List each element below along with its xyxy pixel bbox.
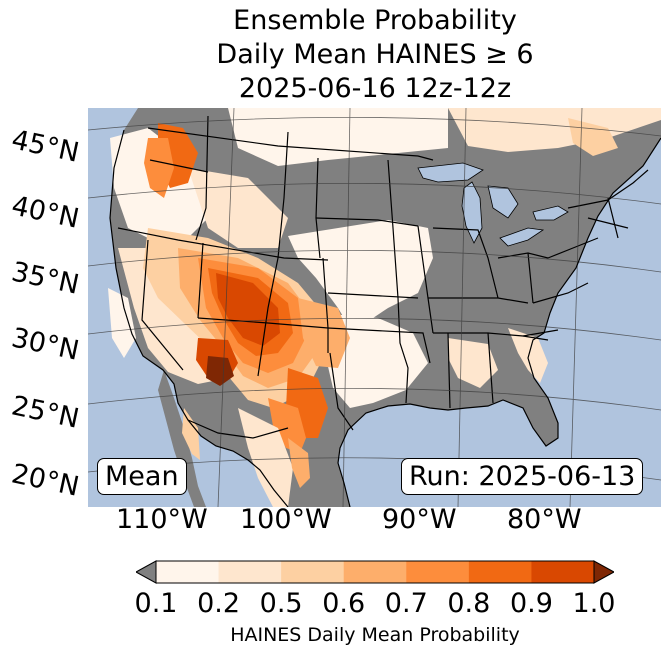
colorbar-bin bbox=[531, 561, 595, 583]
map-canvas bbox=[88, 108, 661, 507]
lat-label-25: 25°N bbox=[8, 390, 82, 435]
colorbar-bin bbox=[468, 561, 532, 583]
colorbar-bin bbox=[343, 561, 407, 583]
lat-label-20: 20°N bbox=[8, 458, 82, 503]
colorbar-bin bbox=[218, 561, 282, 583]
colorbar-tick-label: 0.2 bbox=[197, 588, 241, 619]
colorbar-over-arrow bbox=[593, 560, 614, 584]
colorbar-tick-label: 1.0 bbox=[572, 588, 616, 619]
colorbar-bin bbox=[156, 561, 220, 583]
colorbar-tick-label: 0.9 bbox=[509, 588, 553, 619]
title-line-1: Ensemble Probability bbox=[233, 5, 517, 36]
coastline bbox=[109, 129, 289, 507]
probability-map bbox=[88, 108, 661, 507]
colorbar-tick-label: 0.1 bbox=[134, 588, 178, 619]
colorbar-bin bbox=[406, 561, 470, 583]
lon-label-90: 90°W bbox=[382, 504, 457, 535]
colorbar-tick-label: 0.6 bbox=[322, 588, 366, 619]
colorbar-label: HAINES Daily Mean Probability bbox=[230, 624, 520, 646]
lat-label-30: 30°N bbox=[8, 322, 82, 367]
lat-label-45: 45°N bbox=[8, 124, 82, 169]
great-lakes bbox=[417, 162, 569, 247]
lat-label-35: 35°N bbox=[8, 256, 82, 301]
state-borders bbox=[117, 115, 649, 439]
lon-label-80: 80°W bbox=[507, 504, 582, 535]
colorbar-outline bbox=[155, 560, 595, 584]
lat-label-40: 40°N bbox=[8, 190, 82, 235]
colorbar-tick-label: 0.8 bbox=[447, 588, 491, 619]
colorbar-tick-label: 0.7 bbox=[384, 588, 428, 619]
mean-label: Mean bbox=[97, 458, 187, 495]
run-date-label: Run: 2025-06-13 bbox=[401, 458, 644, 495]
colorbar-bin bbox=[281, 561, 345, 583]
colorbar-under-arrow bbox=[136, 560, 157, 584]
colorbar bbox=[136, 560, 614, 584]
baja-peninsula bbox=[158, 370, 206, 507]
colorbar-tick-label: 0.5 bbox=[259, 588, 303, 619]
lon-label-110: 110°W bbox=[116, 504, 208, 535]
lon-label-100: 100°W bbox=[240, 504, 332, 535]
gulf-coast bbox=[337, 137, 661, 507]
title-line-3: 2025-06-16 12z-12z bbox=[238, 73, 512, 104]
title-line-2: Daily Mean HAINES ≥ 6 bbox=[216, 39, 534, 70]
chart-title: Ensemble Probability Daily Mean HAINES ≥… bbox=[0, 4, 671, 106]
